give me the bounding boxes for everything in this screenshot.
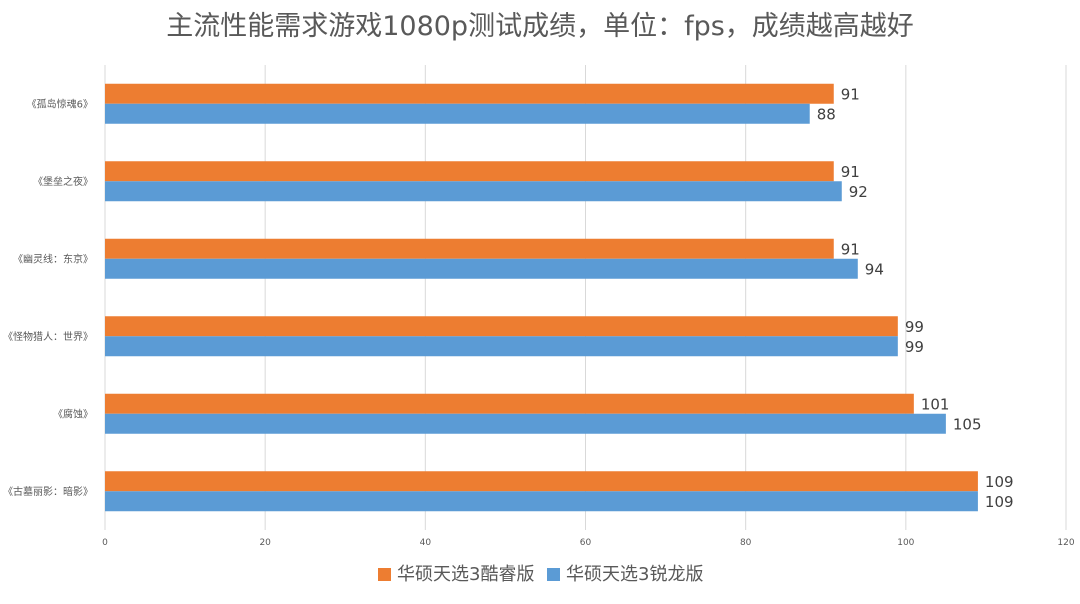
chart-title: 主流性能需求游戏1080p测试成绩，单位：fps，成绩越高越好 xyxy=(166,11,914,42)
bar-s1-c0 xyxy=(105,103,810,124)
data-label-s1-c0: 88 xyxy=(817,105,836,123)
x-tick-label-20: 20 xyxy=(259,538,271,548)
category-label-2: 《幽灵线：东京》 xyxy=(13,252,93,265)
category-label-1: 《堡垒之夜》 xyxy=(33,175,93,188)
x-tick-label-120: 120 xyxy=(1057,538,1074,548)
category-label-4: 《腐蚀》 xyxy=(53,407,93,420)
bar-s1-c5 xyxy=(105,491,978,512)
x-tick-label-0: 0 xyxy=(102,538,108,548)
data-label-s1-c4: 105 xyxy=(953,415,982,433)
data-label-s0-c5: 109 xyxy=(985,473,1014,491)
data-label-s0-c3: 99 xyxy=(905,318,924,336)
bar-s1-c2 xyxy=(105,258,858,279)
data-label-s0-c0: 91 xyxy=(841,85,860,103)
bar-s0-c1 xyxy=(105,161,834,182)
bar-s0-c0 xyxy=(105,83,834,104)
legend-swatch-0 xyxy=(378,568,391,581)
x-tick-label-40: 40 xyxy=(420,538,432,548)
x-tick-label-100: 100 xyxy=(897,538,914,548)
legend: 华硕天选3酷睿版 华硕天选3锐龙版 xyxy=(378,564,703,585)
bar-s1-c3 xyxy=(105,336,898,357)
data-label-s0-c1: 91 xyxy=(841,163,860,181)
bar-s0-c2 xyxy=(105,238,834,259)
category-label-3: 《怪物猎人：世界》 xyxy=(3,330,93,343)
x-tick-label-80: 80 xyxy=(740,538,752,548)
bar-s0-c4 xyxy=(105,393,914,414)
bars xyxy=(105,83,978,512)
data-label-s0-c4: 101 xyxy=(921,395,950,413)
category-label-0: 《孤岛惊魂6》 xyxy=(27,97,93,110)
data-label-s0-c2: 91 xyxy=(841,240,860,258)
legend-swatch-1 xyxy=(547,568,560,581)
bar-s1-c4 xyxy=(105,413,946,434)
bar-s0-c5 xyxy=(105,471,978,492)
data-label-s1-c3: 99 xyxy=(905,338,924,356)
data-label-s1-c2: 94 xyxy=(865,260,884,278)
category-label-5: 《古墓丽影：暗影》 xyxy=(3,485,93,498)
legend-label-1: 华硕天选3锐龙版 xyxy=(566,564,703,585)
data-label-s1-c1: 92 xyxy=(849,183,868,201)
gridlines xyxy=(104,65,1067,530)
x-tick-label-60: 60 xyxy=(580,538,592,548)
labels: 0 20 40 60 80 100 120 《孤岛惊魂6》 91 88 《堡垒之夜》 91 92 《幽灵线… xyxy=(3,85,1075,548)
bar-s1-c1 xyxy=(105,181,842,202)
data-label-s1-c5: 109 xyxy=(985,493,1014,511)
bar-s0-c3 xyxy=(105,316,898,337)
legend-label-0: 华硕天选3酷睿版 xyxy=(397,564,534,585)
